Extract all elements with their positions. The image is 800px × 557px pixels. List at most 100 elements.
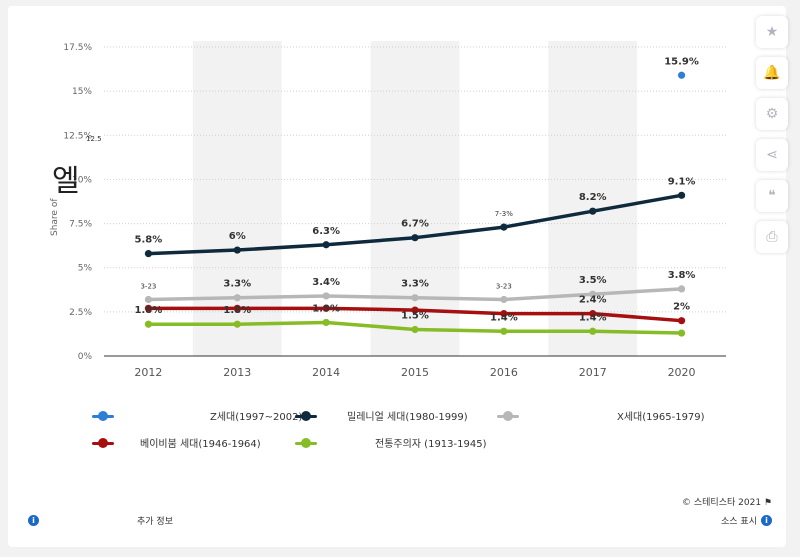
data-point (500, 223, 508, 231)
data-label: 6% (229, 231, 246, 242)
legend-label: 전통주의자 (1913-1945) (375, 439, 487, 450)
data-label: 1.8% (135, 305, 163, 316)
data-label: 1.5% (401, 311, 429, 322)
data-point (589, 310, 597, 318)
data-label: 1.9% (312, 303, 340, 314)
legend-item[interactable]: 전통주의자 (1913-1945) (295, 435, 487, 450)
data-label: 6.7% (401, 219, 429, 230)
legend-swatch (295, 437, 317, 448)
data-label: 3.5% (579, 275, 607, 286)
data-point (677, 285, 686, 293)
data-point (411, 325, 419, 334)
data-point (144, 320, 153, 328)
star-icon: ★ (765, 24, 779, 40)
x-tick-label: 2013 (223, 366, 251, 379)
info-icon: i (28, 515, 39, 526)
data-point (322, 241, 330, 249)
data-label: 3-23 (496, 282, 512, 290)
data-point (589, 207, 597, 215)
show-source-label: 소스 표시 (721, 517, 757, 527)
data-point (411, 294, 419, 302)
data-point (677, 317, 686, 325)
info-icon: i (761, 515, 772, 526)
more-info-link[interactable]: i 추가 정보 (28, 514, 173, 527)
y-tick-label: 15% (72, 87, 92, 97)
data-point (322, 304, 330, 312)
x-tick-label: 2012 (134, 366, 162, 379)
chart-plot: 0% 2.5% 5% 7.5% 10% 12.5% 15% 17.5% 2012 2013 2014… (63, 41, 726, 379)
y-tick-label: 10% (72, 175, 92, 185)
y-tick-label: 0% (78, 352, 93, 362)
print-button[interactable]: ⎙ (756, 221, 788, 253)
data-point (677, 71, 686, 79)
data-point (500, 327, 508, 335)
data-point (500, 310, 508, 318)
credit-line: © 스테티스타 2021 ⚑ (682, 495, 772, 508)
data-point (677, 329, 686, 337)
data-label: 8.2% (579, 192, 607, 203)
chart-toolbar: ★ 🔔 ⚙ ⋖ ❝ ⎙ (756, 16, 792, 262)
legend-swatch (497, 410, 519, 421)
legend-label: Z세대(1997~2002) (210, 412, 303, 423)
x-tick-label: 2020 (668, 366, 696, 379)
overlay-glyph: 엘 (52, 164, 80, 199)
data-label: 1.4% (490, 312, 518, 323)
column-band (548, 41, 638, 356)
legend-swatch (295, 410, 317, 421)
quote-button[interactable]: ❝ (756, 180, 788, 212)
data-point (233, 246, 241, 254)
data-point (322, 292, 330, 300)
y-tick-label: 17.5% (63, 43, 92, 53)
data-point (144, 304, 153, 312)
data-label: 7-3% (495, 210, 513, 218)
flag-icon: ⚑ (763, 498, 772, 508)
bell-button[interactable]: 🔔 (756, 57, 788, 89)
legend-item[interactable]: Z세대(1997~2002) (92, 408, 302, 423)
x-tick-label: 2015 (401, 366, 429, 379)
gear-button[interactable]: ⚙ (756, 98, 788, 130)
data-point (144, 249, 153, 258)
column-band (370, 41, 460, 356)
data-label: 9.1% (668, 176, 696, 187)
data-point (233, 304, 241, 312)
y-tick-label: 12.5% (63, 131, 92, 141)
legend-label: X세대(1965-1979) (617, 412, 705, 423)
y-tick-label: 2.5% (69, 308, 92, 318)
legend-item[interactable]: X세대(1965-1979) (497, 408, 705, 423)
data-label: 3.8% (668, 270, 696, 281)
legend-label: 베이비붐 세대(1946-1964) (140, 439, 261, 450)
data-point (589, 327, 597, 335)
x-tick-label: 2016 (490, 366, 518, 379)
data-label: 3.3% (223, 279, 251, 290)
overlay-note: 12.5 (86, 135, 102, 143)
data-point (144, 295, 153, 304)
data-label: 3.4% (312, 277, 340, 288)
data-label: 2% (673, 302, 690, 313)
y-tick-label: 7.5% (69, 220, 92, 230)
legend-item[interactable]: 베이비붐 세대(1946-1964) (92, 435, 261, 450)
share-button[interactable]: ⋖ (756, 139, 788, 171)
data-label: 5.8% (135, 235, 163, 246)
data-point (411, 234, 419, 242)
data-point (233, 294, 241, 302)
quote-icon: ❝ (768, 188, 776, 204)
x-tick-label: 2017 (579, 366, 607, 379)
more-info-label: 추가 정보 (137, 517, 173, 527)
show-source-link[interactable]: 소스 표시 i (721, 514, 772, 527)
data-label: 1.8% (223, 305, 251, 316)
print-icon: ⎙ (766, 229, 778, 245)
data-point (233, 320, 241, 328)
star-button[interactable]: ★ (756, 16, 788, 48)
legend-swatch (92, 437, 114, 448)
credit-text: © 스테티스타 2021 (682, 498, 762, 508)
bell-icon: 🔔 (763, 65, 781, 81)
data-label: 2.4% (579, 295, 607, 306)
share-icon: ⋖ (766, 147, 778, 163)
y-axis-label: Share of (50, 198, 60, 236)
data-point (322, 318, 330, 327)
data-label: 1.4% (579, 312, 607, 323)
legend-item[interactable]: 밀레니얼 세대(1980-1999) (295, 408, 468, 423)
legend-swatch (92, 410, 114, 421)
chart-card: 0% 2.5% 5% 7.5% 10% 12.5% 15% 17.5% 2012 2013 2014… (8, 6, 786, 547)
y-tick-label: 5% (78, 264, 93, 274)
